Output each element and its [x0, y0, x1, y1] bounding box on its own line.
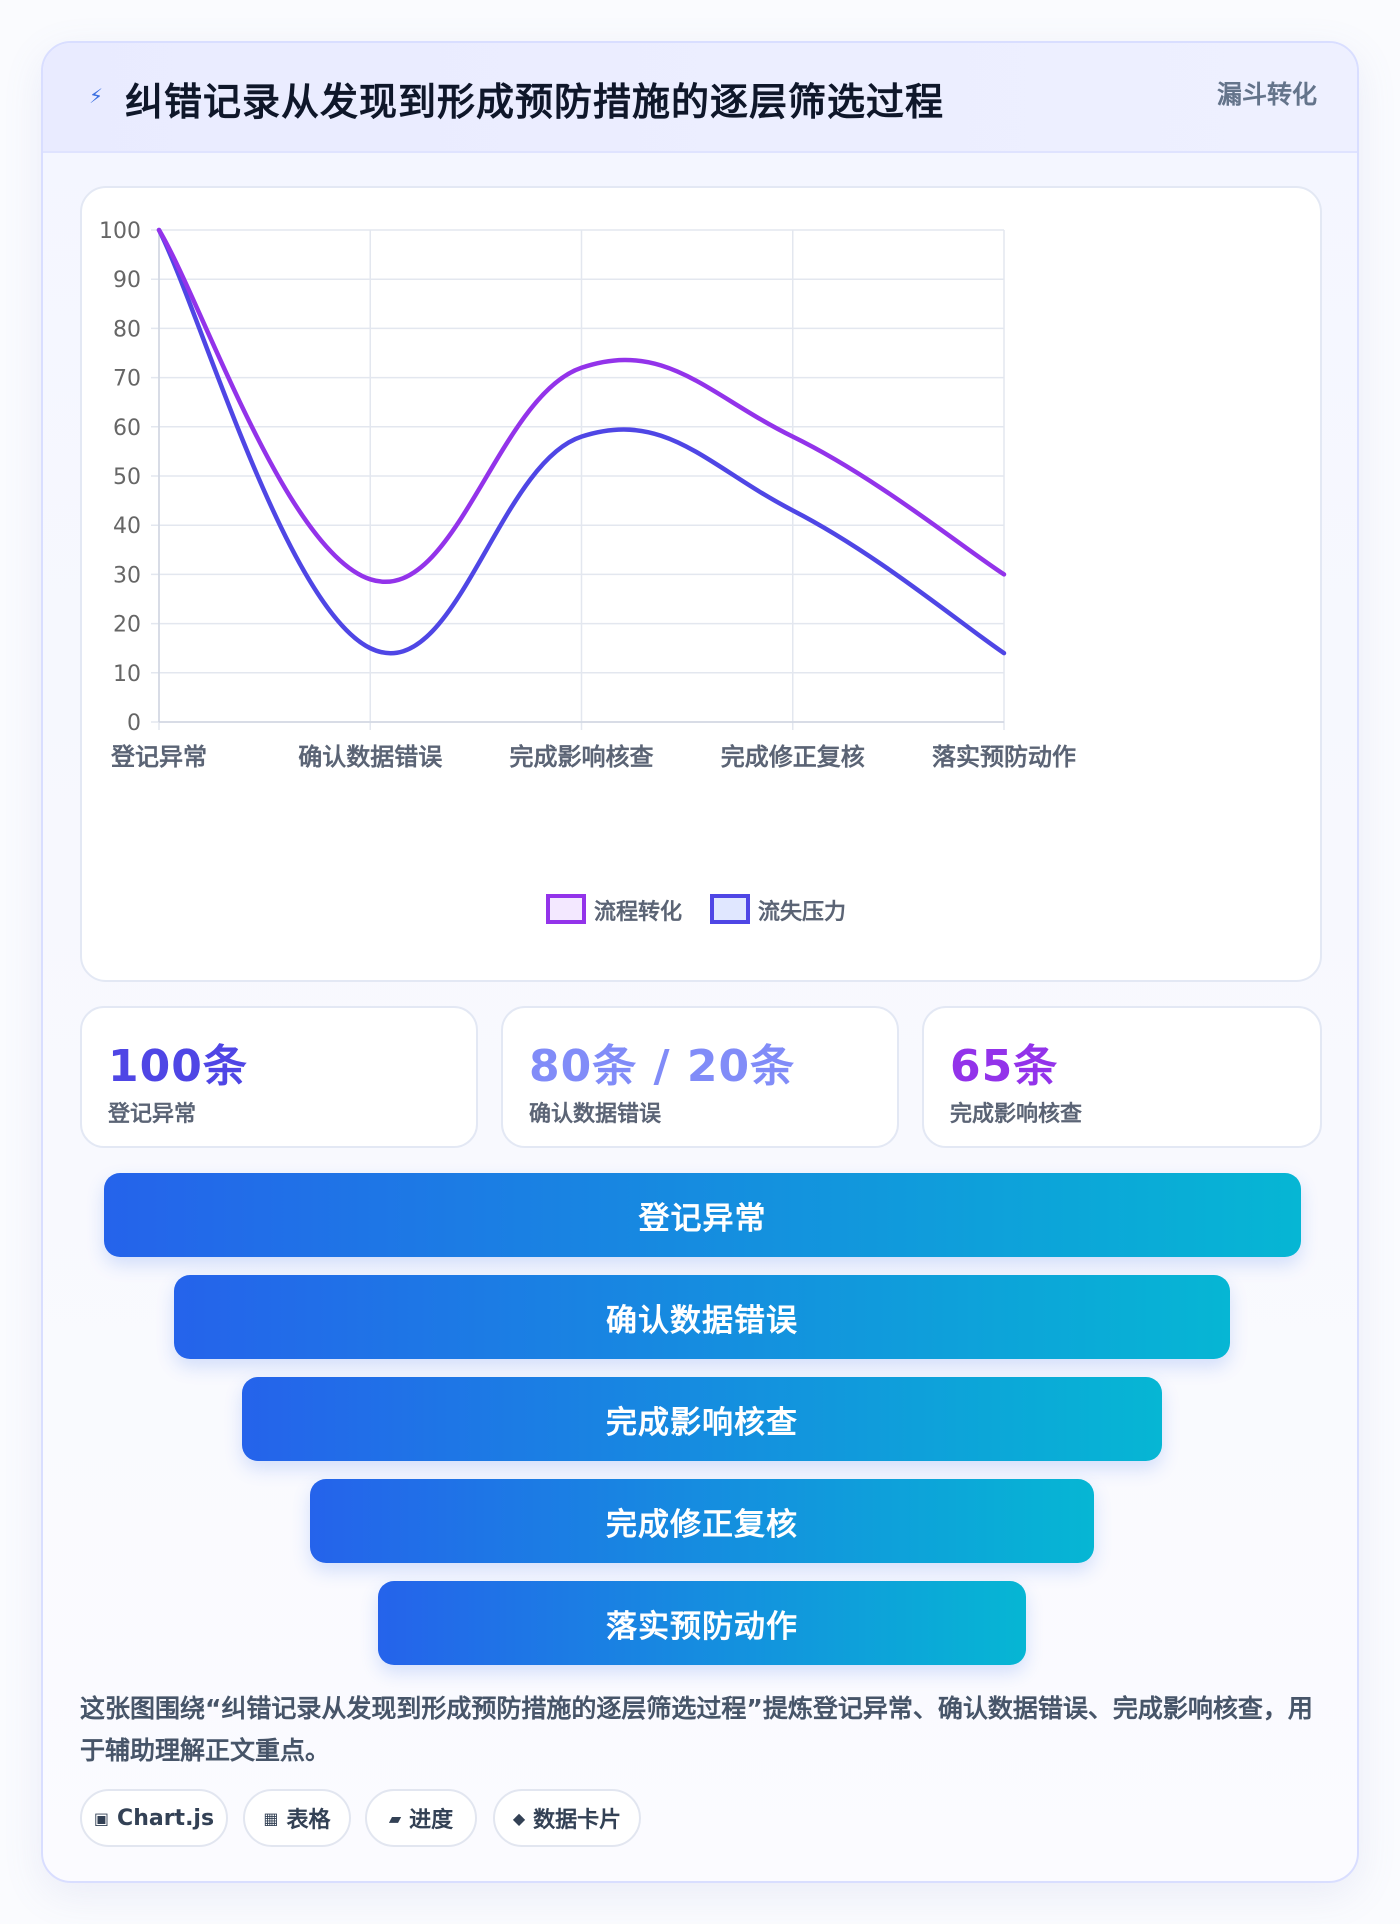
stat-value: 80条 / 20条: [529, 1041, 796, 1092]
y-tick-label: 10: [113, 662, 141, 687]
data-card-icon: ◆: [512, 1808, 526, 1828]
progress-icon: ▰: [388, 1808, 402, 1828]
y-tick-label: 50: [113, 465, 141, 490]
chip-data-card[interactable]: ◆ 数据卡片: [493, 1789, 641, 1847]
y-tick-label: 20: [113, 613, 141, 638]
series-line: [156, 227, 1007, 656]
chart-icon: ▣: [93, 1808, 110, 1828]
chip-label: 数据卡片: [533, 1808, 622, 1833]
y-axis-ticks: 0 10 20 30 40 50 60 70 80 90 100: [99, 219, 141, 736]
stat-value: 100条: [108, 1041, 248, 1092]
chart-grid: [151, 229, 1005, 730]
y-tick-label: 90: [113, 268, 141, 293]
chip-label: Chart.js: [117, 1805, 215, 1831]
chip-label: 表格: [286, 1808, 331, 1833]
funnel-stage-3: 完成影响核查: [242, 1377, 1162, 1461]
stat-card-1: 100条 登记异常: [80, 1006, 478, 1148]
y-tick-label: 80: [113, 317, 141, 342]
chip-label: 进度: [409, 1808, 454, 1833]
header-tag: 漏斗转化: [1216, 80, 1317, 109]
y-tick-label: 70: [113, 367, 141, 392]
x-tick-label: 完成修正复核: [721, 743, 865, 771]
x-axis-ticks: 登记异常 确认数据错误 完成影响核查 完成修正复核 落实预防动作: [110, 743, 1076, 771]
y-tick-label: 100: [99, 219, 141, 244]
chart-panel: 0 10 20 30 40 50 60 70 80 90 100 登记异常 确认数据错误 完成影响核查 完…: [80, 186, 1322, 982]
x-tick-label: 登记异常: [110, 743, 207, 771]
stat-label: 登记异常: [108, 1102, 197, 1127]
y-tick-label: 0: [127, 711, 141, 736]
stat-card-2: 80条 / 20条 确认数据错误: [501, 1006, 899, 1148]
table-icon: ▦: [263, 1808, 279, 1828]
funnel-stage-4: 完成修正复核: [310, 1479, 1094, 1563]
y-tick-label: 60: [113, 416, 141, 441]
y-tick-label: 30: [113, 563, 141, 588]
funnel-stage-1: 登记异常: [104, 1173, 1301, 1257]
line-chart: 0 10 20 30 40 50 60 70 80 90 100 登记异常 确认数据错误 完成影响核查 完…: [99, 219, 1076, 925]
legend-label: 流程转化: [594, 899, 682, 925]
legend-label: 流失压力: [758, 899, 846, 925]
y-tick-label: 40: [113, 514, 141, 539]
card-header: ⚡ 纠错记录从发现到形成预防措施的逐层筛选过程 漏斗转化: [43, 43, 1357, 153]
stat-value: 65条: [950, 1041, 1059, 1092]
chart-series: [156, 227, 1007, 656]
chip-chartjs[interactable]: ▣ Chart.js: [80, 1789, 228, 1847]
chart-caption: 这张图围绕“纠错记录从发现到形成预防措施的逐层筛选过程”提炼登记异常、确认数据错…: [80, 1694, 1313, 1765]
x-tick-label: 落实预防动作: [932, 743, 1076, 771]
x-tick-label: 确认数据错误: [298, 743, 443, 771]
funnel-stage-5: 落实预防动作: [378, 1581, 1026, 1665]
legend-swatch: [546, 894, 586, 924]
stat-card-3: 65条 完成影响核查: [922, 1006, 1322, 1148]
page-title: 纠错记录从发现到形成预防措施的逐层筛选过程: [125, 80, 945, 124]
stat-label: 完成影响核查: [950, 1102, 1083, 1127]
stat-label: 确认数据错误: [529, 1102, 662, 1127]
lightning-icon: ⚡: [88, 84, 104, 108]
report-card: ⚡ 纠错记录从发现到形成预防措施的逐层筛选过程 漏斗转化 0 10 20 30 40 50…: [41, 41, 1359, 1883]
x-tick-label: 完成影响核查: [510, 743, 654, 771]
legend-swatch: [710, 894, 750, 924]
series-line: [156, 227, 1007, 584]
funnel-stage-2: 确认数据错误: [174, 1275, 1230, 1359]
chip-progress[interactable]: ▰ 进度: [365, 1789, 477, 1847]
chart-legend: 流程转化 流失压力: [546, 894, 846, 925]
chip-table[interactable]: ▦ 表格: [243, 1789, 351, 1847]
